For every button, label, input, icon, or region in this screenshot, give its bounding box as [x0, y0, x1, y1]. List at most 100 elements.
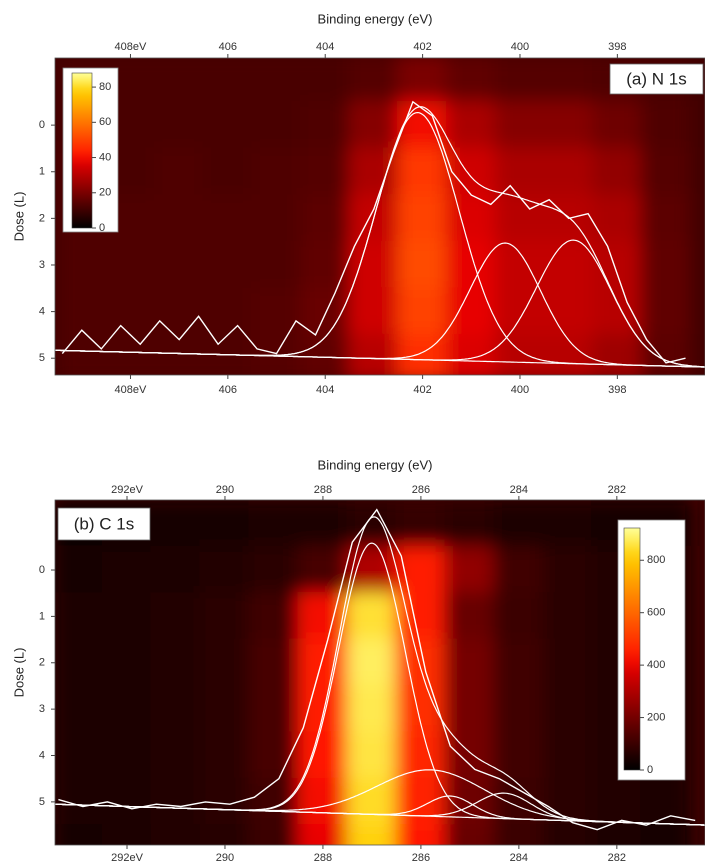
x-tick-label-top: 282: [608, 484, 626, 496]
heat-cell: [346, 638, 398, 687]
heat-cell: [297, 824, 349, 845]
heat-cell: [101, 684, 153, 734]
spectrum-line: [58, 508, 696, 831]
heat-cell: [640, 287, 692, 336]
x-tick-label-bottom: 402: [413, 384, 431, 396]
heat-cell: [101, 731, 153, 780]
y-tick-label: 3: [39, 703, 45, 715]
heat-cell: [199, 824, 251, 845]
heat-cell: [202, 100, 254, 150]
heat-cell: [444, 824, 496, 845]
heat-cell: [592, 333, 643, 375]
heat-cell: [346, 731, 398, 780]
heat-cell: [202, 240, 254, 290]
heat-cell: [346, 592, 398, 641]
heat-cell: [299, 58, 351, 103]
y-tick-label: 1: [39, 610, 45, 622]
heat-cell: [297, 592, 349, 641]
heat-cell: [55, 824, 104, 845]
heat-cell: [297, 684, 349, 734]
heat-cell: [346, 777, 398, 827]
heat-cell: [299, 147, 351, 197]
heat-cell: [150, 824, 202, 845]
heat-cell: [543, 240, 595, 290]
heat-cell: [592, 100, 643, 150]
heat-cell: [395, 824, 447, 845]
heat-cell: [199, 592, 251, 641]
heat-cell: [101, 824, 153, 845]
heat-cell: [493, 545, 545, 595]
x-tick-label-bottom: 408eV: [115, 384, 147, 396]
heat-cell: [202, 147, 254, 197]
colorbar-tick-label: 200: [647, 711, 665, 723]
colorbar: [71, 72, 93, 229]
plot-area: [55, 500, 705, 845]
heat-cell: [397, 147, 448, 197]
y-tick-label: 1: [39, 166, 45, 178]
heat-cell: [248, 777, 300, 827]
heat-cell: [251, 100, 302, 150]
colorbar-tick-label: 20: [99, 187, 111, 199]
heat-cell: [542, 777, 594, 827]
heat-cell: [542, 731, 594, 780]
y-tick-label: 0: [39, 564, 45, 576]
x-tick-label-top: 288: [314, 484, 332, 496]
heat-cell: [56, 333, 108, 375]
heat-cell: [153, 147, 205, 197]
heat-cell: [592, 147, 643, 197]
heat-cell: [202, 194, 254, 243]
heat-cell: [494, 287, 546, 336]
y-tick-label: 3: [39, 259, 45, 271]
heat-cell: [150, 638, 202, 687]
heat-cell: [493, 731, 545, 780]
heat-cell: [55, 545, 104, 595]
heat-cell: [105, 287, 156, 336]
heat-cell: [153, 194, 205, 243]
heat-cell: [543, 287, 595, 336]
x-tick-label-top: 284: [510, 484, 528, 496]
x-tick-label-bottom: 400: [511, 384, 529, 396]
x-tick-label-bottom: 290: [216, 852, 234, 864]
heat-cell: [346, 545, 398, 595]
heat-cell: [397, 194, 448, 243]
heat-cell: [105, 333, 156, 375]
heat-cell: [199, 500, 251, 548]
y-axis-title: Dose (L): [11, 648, 26, 698]
heat-cell: [542, 545, 594, 595]
x-axis-title: Binding energy (eV): [318, 457, 433, 472]
heat-cell: [199, 638, 251, 687]
heat-cell: [591, 777, 643, 827]
heat-cell: [494, 58, 546, 103]
heat-cell: [348, 58, 400, 103]
heat-cell: [640, 194, 692, 243]
heat-cell: [444, 545, 496, 595]
heat-cell: [251, 333, 302, 375]
heat-cell: [248, 500, 300, 548]
colorbar-tick-label: 0: [99, 222, 105, 234]
colorbar-tick-label: 600: [647, 607, 665, 619]
x-tick-label-top: 286: [412, 484, 430, 496]
panel-label-box: [609, 63, 704, 95]
heat-cell: [542, 592, 594, 641]
x-axis-title: Binding energy (eV): [318, 11, 433, 26]
heat-cell: [55, 731, 104, 780]
plot-area: [55, 58, 705, 375]
heat-cell: [395, 731, 447, 780]
heat-cell: [395, 500, 447, 548]
heat-cell: [445, 240, 497, 290]
heat-cell: [150, 684, 202, 734]
heat-cell: [153, 287, 205, 336]
panel-label: (b) C 1s: [74, 514, 134, 533]
heat-cell: [101, 777, 153, 827]
heat-cell: [56, 287, 108, 336]
heat-cell: [543, 100, 595, 150]
heat-cell: [640, 147, 692, 197]
heat-cell: [542, 684, 594, 734]
heat-cell: [251, 147, 302, 197]
heat-cell: [248, 592, 300, 641]
heat-cell: [150, 592, 202, 641]
heat-cell: [445, 287, 497, 336]
heat-cell: [348, 240, 400, 290]
